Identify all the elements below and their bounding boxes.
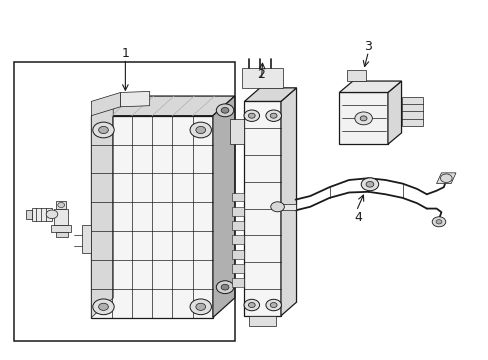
Circle shape	[248, 302, 255, 307]
Circle shape	[216, 104, 233, 117]
Circle shape	[190, 299, 211, 315]
Polygon shape	[278, 204, 295, 210]
Polygon shape	[232, 278, 244, 287]
Circle shape	[46, 210, 58, 219]
Circle shape	[270, 202, 284, 212]
Circle shape	[360, 116, 366, 121]
Polygon shape	[281, 88, 296, 316]
Circle shape	[270, 302, 277, 307]
Polygon shape	[56, 232, 68, 237]
Circle shape	[361, 178, 378, 191]
Circle shape	[265, 110, 281, 121]
Text: 4: 4	[354, 211, 362, 224]
Polygon shape	[249, 316, 276, 327]
Circle shape	[244, 110, 259, 121]
Polygon shape	[51, 225, 71, 232]
Circle shape	[190, 122, 211, 138]
Circle shape	[366, 181, 373, 187]
Text: 3: 3	[364, 40, 372, 53]
Polygon shape	[339, 93, 387, 144]
Polygon shape	[244, 102, 281, 316]
Polygon shape	[232, 193, 244, 202]
Circle shape	[221, 284, 228, 290]
Polygon shape	[436, 173, 455, 184]
Bar	[14, 62, 234, 341]
Polygon shape	[120, 91, 149, 107]
Polygon shape	[54, 208, 68, 225]
Polygon shape	[31, 207, 52, 221]
Polygon shape	[339, 81, 401, 93]
Polygon shape	[229, 119, 244, 144]
Polygon shape	[26, 210, 31, 219]
Polygon shape	[401, 97, 423, 126]
Text: 1: 1	[121, 47, 129, 60]
Polygon shape	[232, 264, 244, 273]
Polygon shape	[212, 96, 234, 318]
Polygon shape	[91, 93, 120, 116]
Polygon shape	[232, 207, 244, 216]
Circle shape	[354, 112, 372, 125]
Circle shape	[431, 217, 445, 227]
Polygon shape	[242, 68, 283, 88]
Circle shape	[93, 299, 114, 315]
Circle shape	[93, 122, 114, 138]
Polygon shape	[232, 235, 244, 244]
Polygon shape	[244, 88, 296, 102]
Polygon shape	[346, 70, 366, 81]
Polygon shape	[91, 116, 212, 318]
Circle shape	[435, 220, 441, 224]
Circle shape	[99, 303, 108, 310]
Circle shape	[244, 299, 259, 311]
Circle shape	[216, 281, 233, 294]
Circle shape	[196, 126, 205, 134]
Circle shape	[265, 299, 281, 311]
Circle shape	[99, 126, 108, 134]
Circle shape	[270, 113, 277, 118]
Polygon shape	[91, 96, 234, 116]
Polygon shape	[232, 249, 244, 258]
Circle shape	[58, 203, 64, 207]
Circle shape	[221, 108, 228, 113]
Circle shape	[196, 303, 205, 310]
Text: 2: 2	[257, 68, 265, 81]
Polygon shape	[91, 96, 113, 318]
Circle shape	[248, 113, 255, 118]
Circle shape	[440, 174, 451, 183]
Polygon shape	[232, 221, 244, 230]
Polygon shape	[56, 202, 66, 208]
Polygon shape	[387, 81, 401, 144]
Polygon shape	[81, 225, 91, 253]
